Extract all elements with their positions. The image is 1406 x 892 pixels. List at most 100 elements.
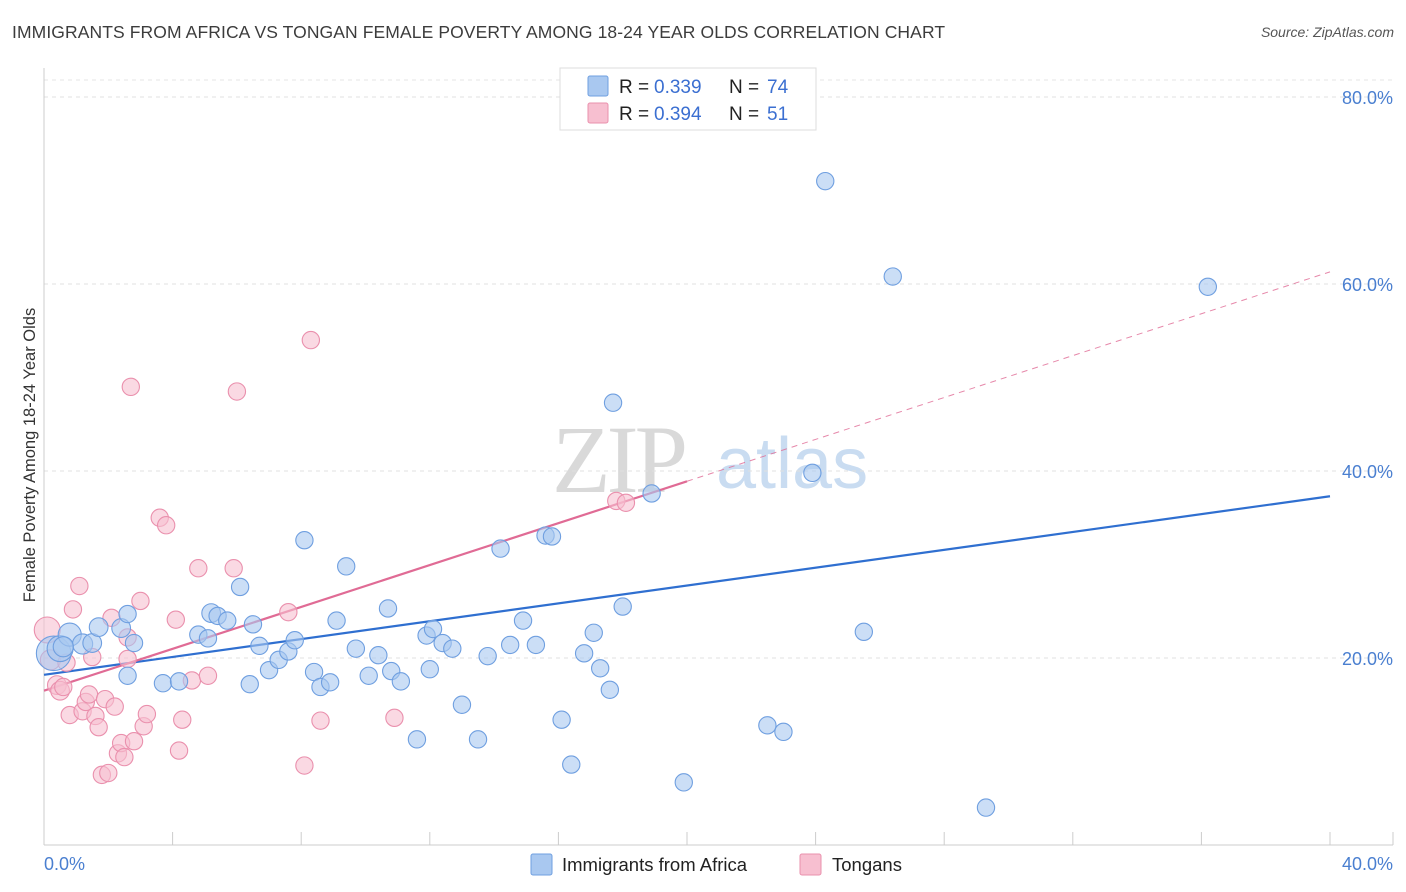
point-tongans-40 [279,602,298,622]
gridlines [44,79,1393,659]
bottom-legend-label-africa: Immigrants from Africa [562,854,748,875]
point-tongans-4 [54,677,73,697]
point-tongans-23 [118,649,137,669]
point-tongans-14 [89,717,108,737]
point-tongans-29 [137,704,157,724]
trend-lines [43,271,1331,692]
point-africa-47 [491,539,510,558]
point-africa-35 [378,599,398,618]
point-africa-17 [218,611,237,630]
point-africa-55 [574,644,594,663]
point-africa-25 [285,631,304,650]
point-tongans-7 [63,600,83,619]
point-africa-29 [320,673,340,692]
point-tongans-37 [198,666,218,685]
point-tongans-43 [311,711,330,730]
point-africa-61 [642,484,661,503]
point-africa-48 [500,635,520,655]
watermark-atlas: atlas [716,424,868,504]
y-tick-label-3: 80.0% [1342,88,1393,108]
x-tick-label-max: 40.0% [1342,854,1393,874]
point-africa-10 [118,666,137,685]
chart-source: Source: ZipAtlas.com [1260,24,1394,40]
point-africa-63 [758,716,777,735]
legend-n-label-tongans: N = [729,104,759,125]
point-tongans-19 [105,697,124,716]
trend-line-1 [43,480,688,692]
point-africa-26 [295,530,314,550]
point-africa-57 [591,659,610,678]
point-africa-19 [240,674,259,694]
point-africa-6 [88,617,109,638]
point-africa-38 [407,730,427,749]
point-africa-31 [337,557,356,576]
point-tongans-31 [156,516,176,535]
point-africa-53 [552,710,571,729]
point-tongans-33 [169,741,189,760]
series-legend: Immigrants from Africa Tongans [530,853,902,876]
point-africa-9 [124,633,144,653]
point-africa-43 [420,660,439,679]
point-tongans-39 [227,382,247,401]
legend-r-value-africa: 0.339 [654,77,702,98]
point-africa-5 [52,636,74,658]
point-africa-11 [153,674,173,693]
bottom-legend-swatch-africa [530,853,553,876]
point-tongans-34 [173,710,192,729]
point-africa-67 [854,622,874,642]
point-tongans-38 [224,559,243,578]
point-africa-20 [243,615,263,634]
point-africa-56 [584,623,603,642]
y-tick-label-1: 40.0% [1342,462,1393,482]
point-tongans-27 [131,591,150,611]
point-tongans-8 [70,576,89,596]
point-africa-40 [423,619,443,639]
point-africa-46 [478,646,497,666]
data-points [33,171,1218,817]
y-tick-label-2: 60.0% [1342,275,1393,295]
point-africa-70 [1198,277,1218,296]
point-africa-33 [359,666,378,685]
point-tongans-44 [385,708,404,728]
point-africa-14 [198,629,218,648]
point-africa-49 [513,611,533,630]
legend-r-value-tongans: 0.394 [654,104,702,125]
x-tick-label-min: 0.0% [44,854,85,874]
point-africa-21 [250,636,269,656]
legend-r-label-tongans: R = [619,104,649,125]
point-tongans-41 [295,756,314,775]
point-africa-50 [526,635,546,655]
x-tick-labels: 0.0% 40.0% [44,854,1393,874]
point-africa-59 [603,393,623,412]
point-africa-66 [816,171,835,191]
legend-n-value-africa: 74 [767,77,789,98]
trend-line-ext-1 [686,271,1331,482]
point-tongans-36 [189,559,208,578]
point-tongans-32 [166,610,186,629]
point-africa-58 [600,680,620,699]
point-africa-69 [976,798,996,817]
y-tick-labels: 20.0% 40.0% 60.0% 80.0% [1342,88,1393,669]
point-africa-8 [118,604,137,624]
point-africa-62 [674,773,693,792]
legend-n-value-tongans: 51 [767,104,788,125]
point-africa-44 [452,695,472,714]
point-africa-12 [169,672,189,691]
legend-swatch-africa [587,75,609,97]
point-africa-32 [346,639,366,658]
legend-r-label-africa: R = [619,77,649,98]
point-africa-42 [443,639,462,658]
axes [43,68,1394,846]
bottom-legend-label-tongans: Tongans [832,854,902,875]
point-africa-30 [327,611,346,630]
point-africa-65 [803,463,822,483]
point-africa-60 [613,597,632,616]
point-tongans-17 [99,763,118,783]
y-axis-title: Female Poverty Among 18-24 Year Olds [21,308,39,602]
point-africa-52 [542,527,562,546]
point-tongans-25 [121,377,140,397]
point-tongans-22 [115,747,134,767]
stats-legend: R = 0.339 N = 74 R = 0.394 N = 51 [559,67,817,131]
legend-n-label-africa: N = [729,77,759,98]
